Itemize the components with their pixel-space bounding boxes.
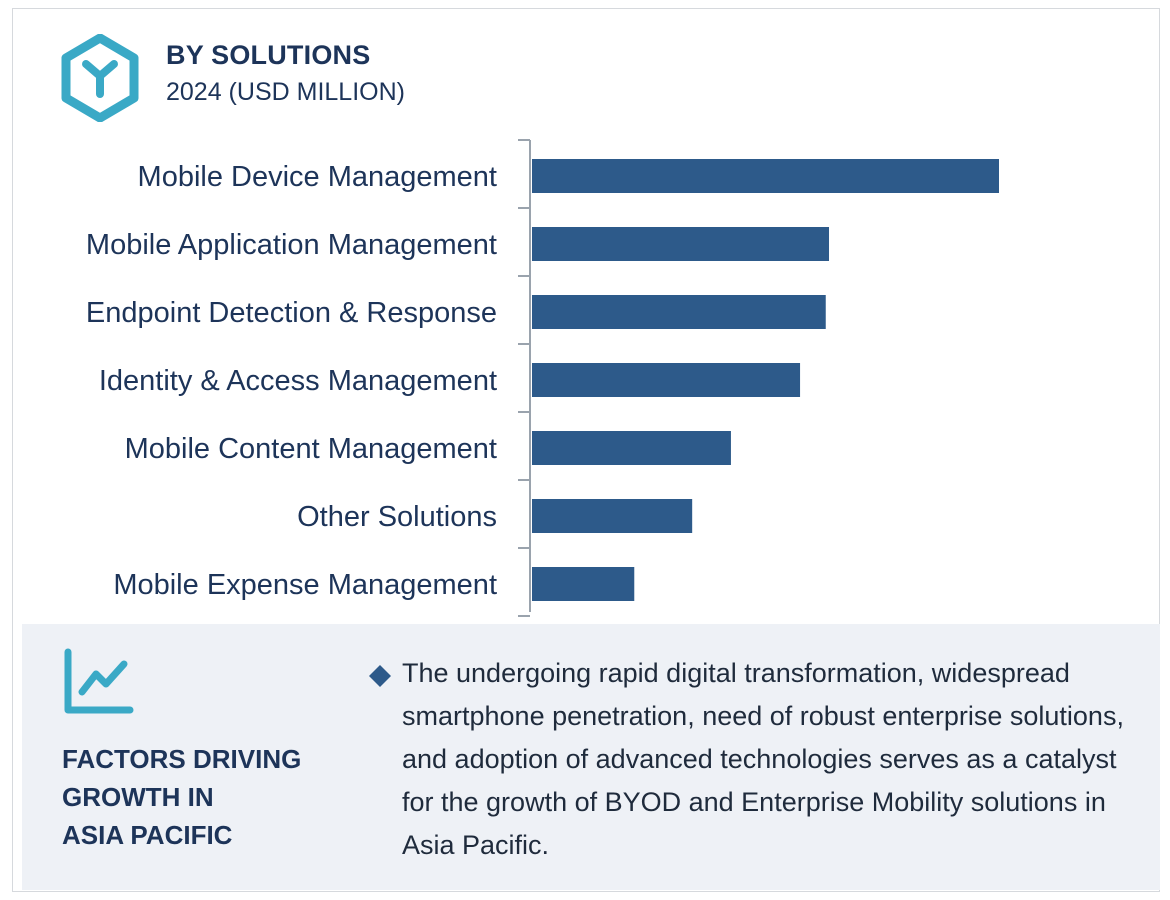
hexagon-y-icon [61, 34, 139, 122]
bar-3 [532, 363, 801, 397]
bar-5 [532, 499, 693, 533]
bar-2 [532, 295, 826, 329]
bar-4 [532, 431, 731, 465]
category-label-0: Mobile Device Management [138, 161, 497, 193]
bar-6 [532, 567, 635, 601]
axis-ticks [518, 139, 530, 617]
growth-factors-panel: FACTORS DRIVING GROWTH IN ASIA PACIFIC T… [22, 624, 1160, 890]
panel-title: FACTORS DRIVING GROWTH IN ASIA PACIFIC [62, 744, 302, 850]
category-label-6: Mobile Expense Management [113, 569, 497, 601]
category-label-4: Mobile Content Management [125, 433, 497, 465]
category-label-1: Mobile Application Management [86, 229, 497, 261]
bar-group [532, 159, 999, 601]
category-label-5: Other Solutions [297, 501, 497, 533]
chart-subtitle: 2024 (USD MILLION) [166, 78, 405, 106]
category-label-2: Endpoint Detection & Response [86, 297, 497, 329]
bar-1 [532, 227, 830, 261]
category-labels: Mobile Device Management Mobile Applicati… [86, 161, 497, 601]
chart-title: BY SOLUTIONS [166, 40, 371, 70]
trend-chart-icon [64, 648, 134, 714]
diamond-bullet-icon [369, 665, 391, 687]
category-label-3: Identity & Access Management [99, 365, 497, 397]
bar-0 [532, 159, 999, 193]
bar-chart: Mobile Device Management Mobile Applicati… [86, 139, 999, 617]
panel-description: The undergoing rapid digital transformat… [402, 658, 1124, 860]
